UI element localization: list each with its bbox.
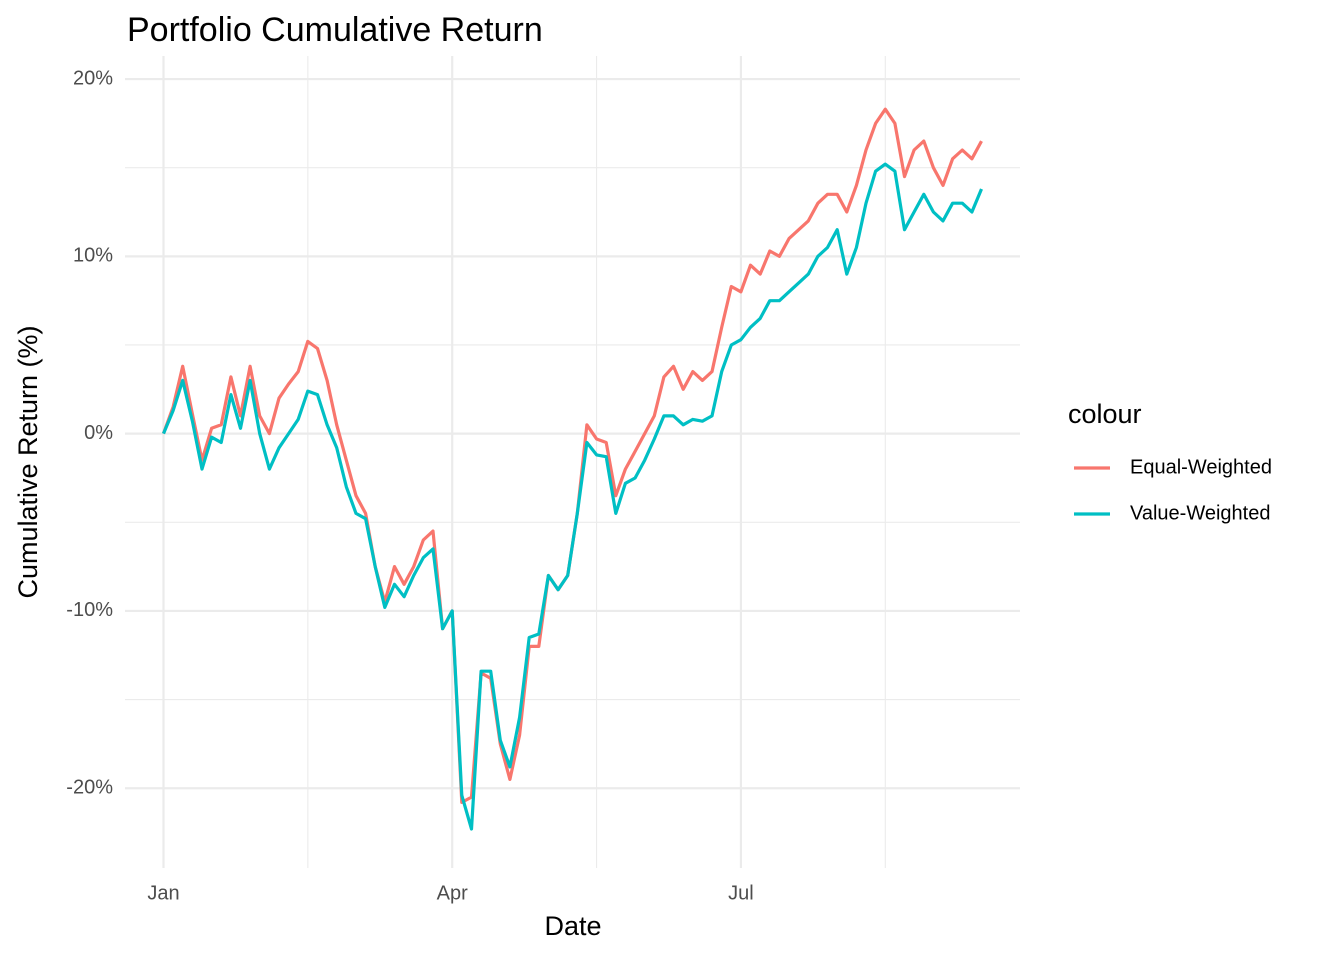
legend-title: colour — [1068, 399, 1142, 429]
x-tick-label: Jul — [728, 882, 754, 904]
chart-title: Portfolio Cumulative Return — [127, 11, 543, 49]
x-tick-label: Apr — [437, 882, 468, 904]
grid — [125, 56, 1020, 868]
y-axis-title: Cumulative Return (%) — [13, 325, 43, 598]
y-tick-label: 20% — [73, 67, 113, 89]
y-tick-label: -20% — [66, 776, 113, 798]
y-tick-label: 0% — [84, 422, 113, 444]
legend-label: Equal-Weighted — [1130, 456, 1272, 478]
x-axis-title: Date — [544, 911, 601, 941]
y-tick-label: 10% — [73, 245, 113, 267]
series-line — [162, 162, 983, 831]
x-tick-label: Jan — [147, 882, 179, 904]
y-tick-label: -10% — [66, 599, 113, 621]
series-line — [161, 107, 983, 804]
legend-label: Value-Weighted — [1130, 502, 1270, 524]
